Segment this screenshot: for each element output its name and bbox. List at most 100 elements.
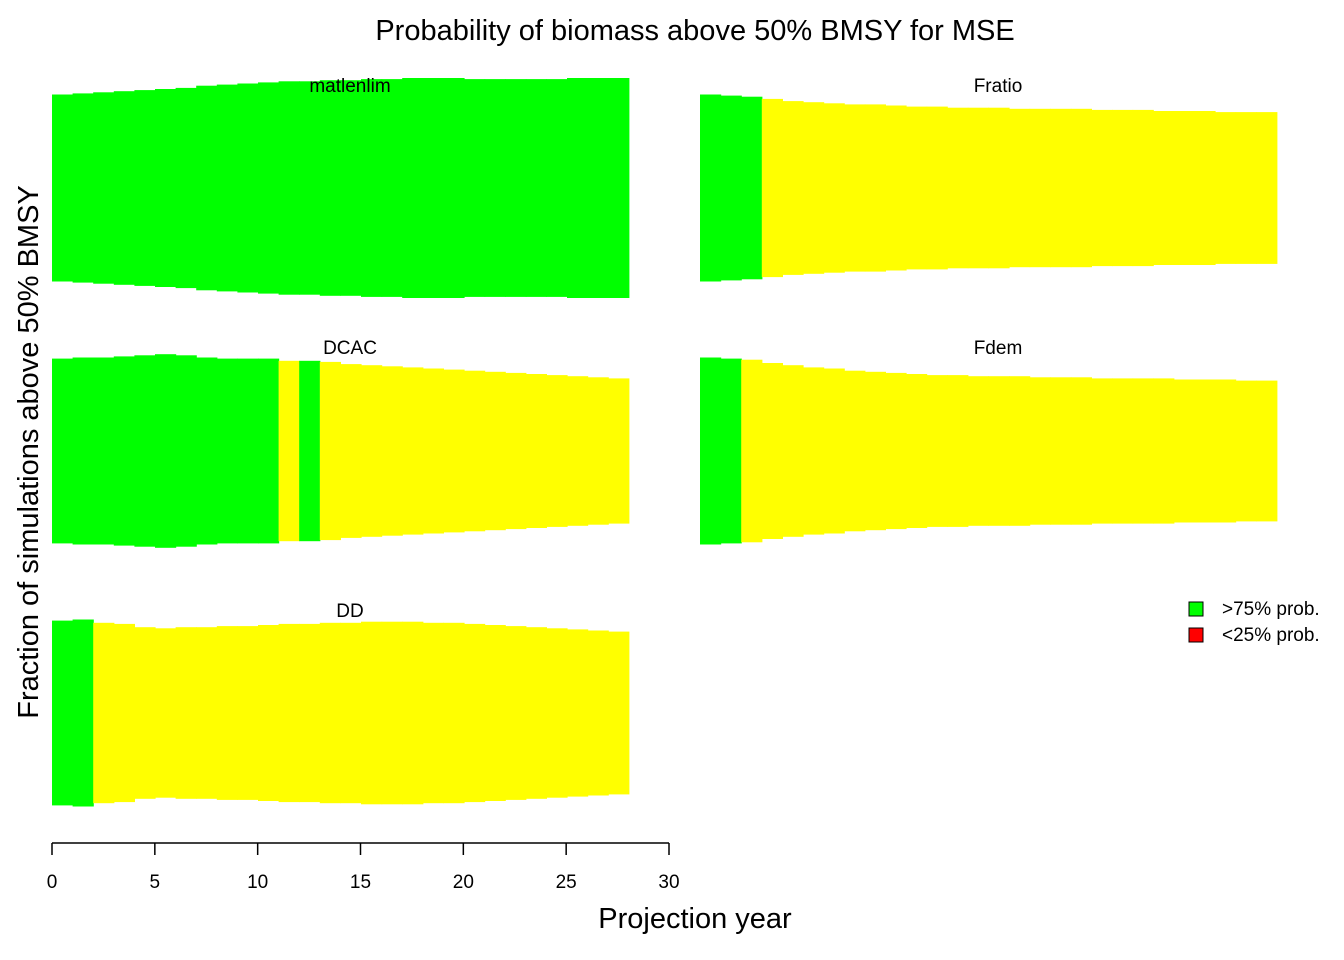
bar-matlenlim-year-5	[155, 89, 177, 287]
bar-fdem-year-7	[844, 370, 866, 532]
bar-fratio-year-22	[1153, 111, 1175, 265]
panel-dcac: DCAC	[52, 338, 630, 548]
bar-dcac-year-5	[155, 354, 177, 548]
bar-fdem-year-0	[700, 357, 722, 545]
bar-matlenlim-year-22	[505, 79, 527, 297]
bar-dd-year-5	[155, 628, 177, 798]
bar-fdem-year-22	[1153, 378, 1175, 524]
bar-matlenlim-year-23	[525, 79, 547, 297]
bar-fdem-year-25	[1215, 379, 1237, 523]
bar-dcac-year-22	[505, 372, 527, 530]
bar-fdem-year-6	[823, 368, 845, 534]
y-axis-label: Fraction of simulations above 50% BMSY	[13, 185, 45, 719]
bar-dcac-year-25	[567, 376, 589, 526]
bar-dd-year-0	[52, 620, 74, 806]
bar-dcac-year-16	[381, 366, 403, 536]
bar-fratio-year-1	[720, 95, 742, 281]
bar-fratio-year-8	[864, 104, 886, 272]
bar-matlenlim-year-14	[340, 80, 362, 296]
bar-dd-year-10	[258, 625, 280, 801]
bar-dd-year-20	[464, 623, 486, 803]
legend-label: >75% prob.	[1222, 599, 1320, 620]
bar-matlenlim-year-18	[422, 78, 444, 298]
bar-dd-year-15	[361, 621, 383, 805]
bar-fdem-year-9	[885, 372, 907, 530]
panel-fdem: Fdem	[700, 338, 1278, 545]
bar-dcac-year-23	[525, 374, 547, 528]
bar-dcac-year-1	[72, 357, 94, 545]
bar-dcac-year-9	[237, 358, 259, 544]
bar-fratio-year-6	[823, 103, 845, 273]
bar-fratio-year-21	[1132, 109, 1154, 267]
x-tick-label: 15	[350, 872, 371, 893]
x-axis-label: Projection year	[598, 903, 792, 935]
bar-dcac-year-6	[175, 355, 197, 547]
bar-matlenlim-year-1	[72, 93, 94, 283]
bar-fdem-year-17	[1050, 377, 1072, 525]
bar-dd-year-2	[93, 622, 115, 804]
bar-fratio-year-9	[885, 105, 907, 271]
panel-label: Fratio	[974, 76, 1023, 97]
bar-fratio-year-3	[761, 98, 783, 278]
bar-fratio-year-18	[1070, 108, 1092, 268]
bar-matlenlim-year-21	[484, 79, 506, 297]
bar-fdem-year-26	[1235, 380, 1257, 522]
bar-matlenlim-year-2	[93, 92, 115, 284]
bar-matlenlim-year-15	[361, 79, 383, 297]
bar-dcac-year-2	[93, 357, 115, 545]
bar-dd-year-22	[505, 626, 527, 800]
bar-matlenlim-year-19	[443, 78, 465, 298]
bar-fdem-year-19	[1091, 378, 1113, 524]
panel-matlenlim: matlenlim	[52, 76, 630, 298]
bar-fdem-year-11	[926, 375, 948, 527]
bar-dd-year-8	[216, 626, 238, 800]
bar-fratio-year-12	[947, 107, 969, 269]
bar-fdem-year-14	[988, 376, 1010, 526]
x-axis: 0 5 10 15 20 25 30	[47, 842, 680, 893]
bar-fdem-year-16	[1029, 377, 1051, 525]
bar-dcac-year-21	[484, 371, 506, 531]
bar-fdem-year-1	[720, 358, 742, 544]
bar-dcac-year-11	[278, 360, 300, 542]
bar-fdem-year-5	[803, 367, 825, 535]
legend-label: <25% prob.	[1222, 625, 1320, 646]
bar-dcac-year-10	[258, 358, 280, 544]
bar-dd-year-24	[546, 628, 568, 798]
bar-dd-year-14	[340, 622, 362, 804]
bar-dcac-year-4	[134, 355, 156, 547]
bar-fratio-year-24	[1194, 111, 1216, 265]
bar-matlenlim-year-0	[52, 94, 74, 282]
bar-matlenlim-year-8	[216, 84, 238, 292]
bar-matlenlim-year-17	[402, 78, 424, 298]
bar-matlenlim-year-4	[134, 90, 156, 286]
panel-label: matlenlim	[309, 76, 390, 97]
bar-dcac-year-24	[546, 375, 568, 527]
bar-dd-year-21	[484, 625, 506, 801]
bar-fdem-year-2	[741, 359, 763, 543]
bar-dd-year-6	[175, 627, 197, 799]
bar-fdem-year-8	[864, 371, 886, 531]
bar-dd-year-9	[237, 626, 259, 800]
bar-fratio-year-4	[782, 101, 804, 275]
bar-dcac-year-14	[340, 364, 362, 538]
panels-group: matlenlim Fratio DCAC Fdem DD	[52, 76, 1278, 807]
legend-swatch	[1188, 601, 1204, 617]
bar-dcac-year-13	[319, 361, 341, 541]
bar-dcac-year-12	[299, 360, 321, 542]
x-tick-label: 0	[47, 872, 58, 893]
bar-matlenlim-year-10	[258, 82, 280, 294]
legend-swatch	[1188, 627, 1204, 643]
bar-fdem-year-4	[782, 365, 804, 537]
bar-fratio-year-7	[844, 104, 866, 272]
bar-dd-year-7	[196, 627, 218, 799]
bar-dd-year-12	[299, 623, 321, 803]
bar-dcac-year-0	[52, 358, 74, 544]
bar-matlenlim-year-26	[587, 78, 609, 298]
bar-fdem-year-24	[1194, 379, 1216, 523]
x-tick-label: 5	[150, 872, 161, 893]
bar-dd-year-17	[402, 621, 424, 805]
bar-dd-year-18	[422, 622, 444, 804]
bar-fratio-year-16	[1029, 108, 1051, 268]
panel-fratio: Fratio	[700, 76, 1278, 282]
